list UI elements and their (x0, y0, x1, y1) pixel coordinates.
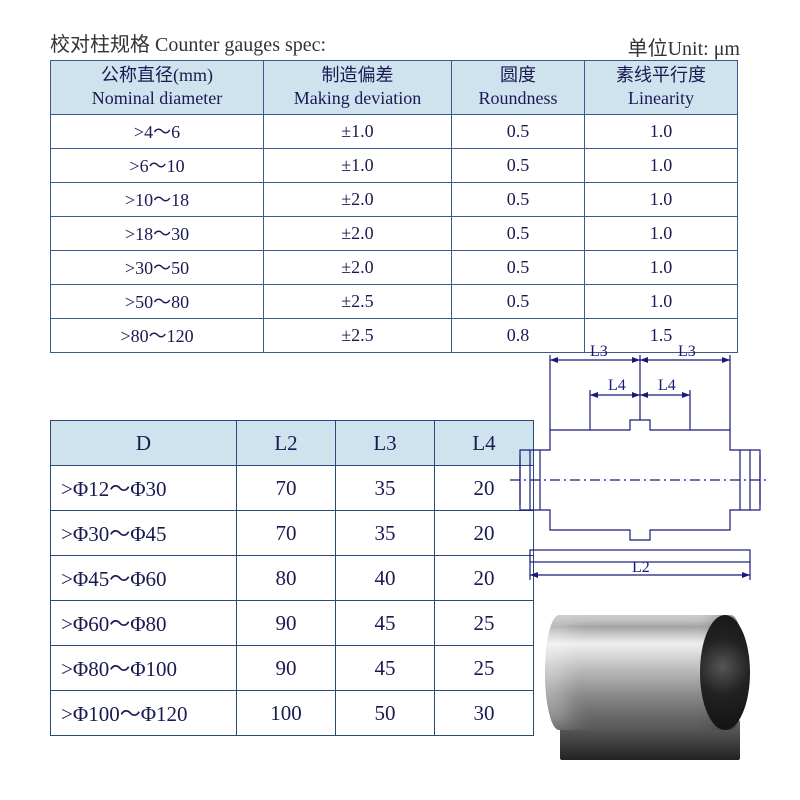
diagram-label-l3: L3 (678, 343, 696, 360)
diagram-label-l2: L2 (632, 559, 650, 576)
table-row: >6～10±1.00.51.0 (51, 148, 738, 182)
spec-header: 公称直径(mm)Nominal diameter (51, 61, 264, 115)
table-row: >Φ45～Φ60804020 (51, 556, 534, 601)
table-row: >Φ12～Φ30703520 (51, 466, 534, 511)
table-row: >4～6±1.00.51.0 (51, 114, 738, 148)
title-cn: 校对柱规格 (50, 34, 150, 56)
title-en: Counter gauges spec: (155, 34, 326, 56)
diagram-label-l4: L4 (658, 377, 676, 394)
spec-table: 公称直径(mm)Nominal diameter 制造偏差Making devi… (50, 60, 738, 353)
table-row: >30～50±2.00.51.0 (51, 250, 738, 284)
product-photo (540, 600, 750, 770)
table-row: >10～18±2.00.51.0 (51, 182, 738, 216)
dimension-table: D L2 L3 L4 >Φ12～Φ30703520 >Φ30～Φ45703520… (50, 420, 534, 736)
spec-header: 制造偏差Making deviation (264, 61, 452, 115)
spec-header: 素线平行度Linearity (585, 61, 738, 115)
spec-header-row: 公称直径(mm)Nominal diameter 制造偏差Making devi… (51, 61, 738, 115)
shaft-diagram: L3 L3 L4 L4 L2 (500, 340, 780, 590)
table-row: >Φ60～Φ80904525 (51, 601, 534, 646)
diagram-label-l4: L4 (608, 377, 626, 394)
table-row: >Φ80～Φ100904525 (51, 646, 534, 691)
diagram-label-l3: L3 (590, 343, 608, 360)
dim-header: L2 (237, 421, 336, 466)
dim-body: >Φ12～Φ30703520 >Φ30～Φ45703520 >Φ45～Φ6080… (51, 466, 534, 736)
table-row: >Φ100～Φ1201005030 (51, 691, 534, 736)
table-row: >50～80±2.50.51.0 (51, 284, 738, 318)
unit-label: 单位Unit: μm (628, 32, 740, 61)
dim-header: D (51, 421, 237, 466)
table-row: >18～30±2.00.51.0 (51, 216, 738, 250)
spec-body: >4～6±1.00.51.0 >6～10±1.00.51.0 >10～18±2.… (51, 114, 738, 352)
dim-header: L3 (336, 421, 435, 466)
spec-header: 圆度Roundness (452, 61, 585, 115)
dim-header-row: D L2 L3 L4 (51, 421, 534, 466)
table-row: >Φ30～Φ45703520 (51, 511, 534, 556)
